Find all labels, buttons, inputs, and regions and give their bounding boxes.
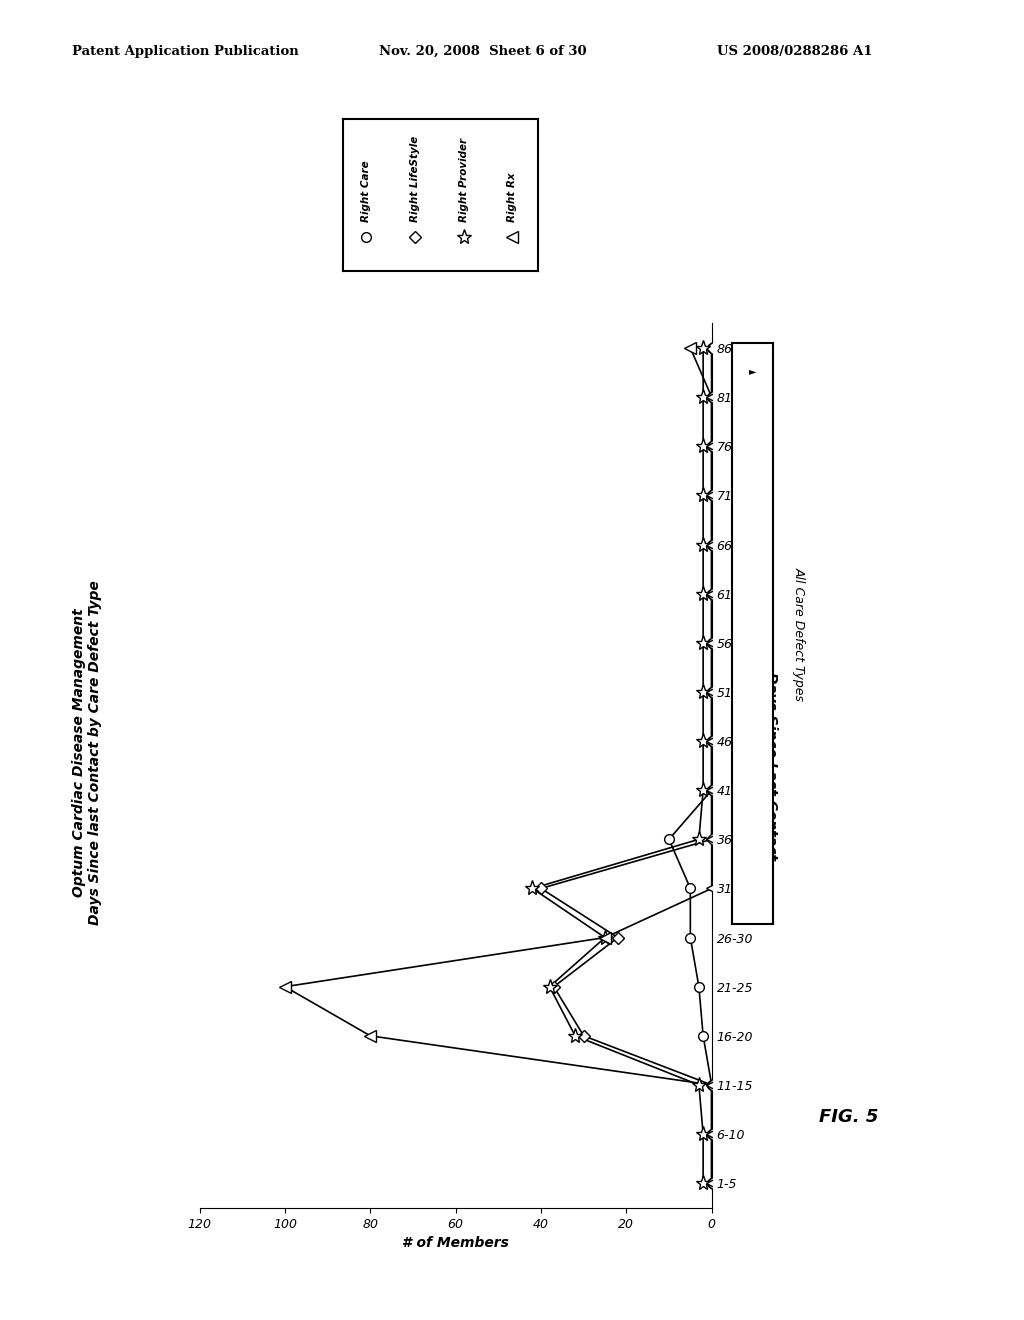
Text: All Care Defect Types: All Care Defect Types xyxy=(793,566,805,701)
Text: Right Provider: Right Provider xyxy=(459,137,469,222)
Text: Optum Cardiac Disease Management
Days Since last Contact by Care Defect Type: Optum Cardiac Disease Management Days Si… xyxy=(72,579,102,925)
Text: FIG. 5: FIG. 5 xyxy=(819,1107,879,1126)
Text: Right Rx: Right Rx xyxy=(507,173,517,222)
X-axis label: # of Members: # of Members xyxy=(402,1236,509,1250)
Text: Right Care: Right Care xyxy=(361,161,372,222)
Text: Right LifeStyle: Right LifeStyle xyxy=(410,136,420,222)
Text: Nov. 20, 2008  Sheet 6 of 30: Nov. 20, 2008 Sheet 6 of 30 xyxy=(379,45,587,58)
Y-axis label: Days Since Last Contact: Days Since Last Contact xyxy=(764,672,778,859)
Text: Patent Application Publication: Patent Application Publication xyxy=(72,45,298,58)
Text: ►: ► xyxy=(749,367,757,376)
Text: US 2008/0288286 A1: US 2008/0288286 A1 xyxy=(717,45,872,58)
